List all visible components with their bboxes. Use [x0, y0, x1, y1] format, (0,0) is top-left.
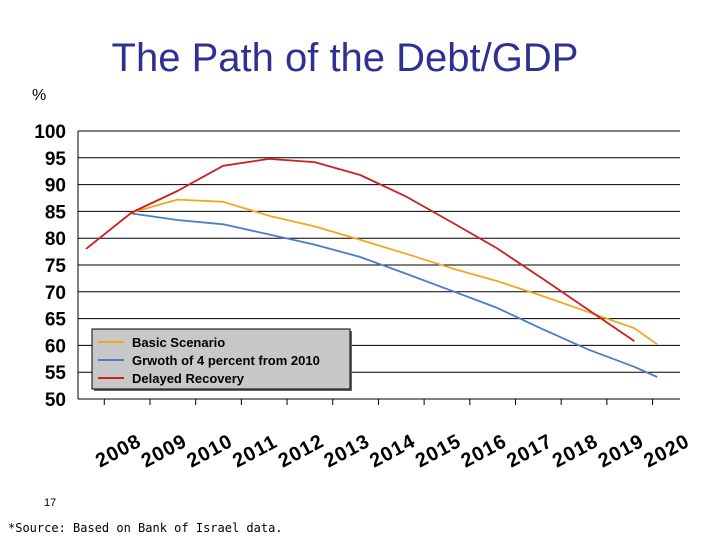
- series-line-1: [131, 198, 658, 346]
- y-tick-label: 80: [45, 229, 66, 250]
- y-tick-label: 95: [45, 149, 67, 170]
- y-tick-label: 90: [45, 176, 66, 197]
- x-tick-label: 2018: [549, 430, 602, 472]
- legend-box: [91, 328, 351, 390]
- y-tick-label: 60: [45, 336, 66, 357]
- legend-entry: Basic Scenario: [132, 335, 225, 350]
- y-tick-label: 100: [34, 122, 66, 143]
- y-unit-label: %: [32, 87, 47, 104]
- legend: Basic Scenario Grwoth of 4 percent from 2…: [91, 328, 352, 391]
- x-tick-label: 2017: [503, 430, 556, 472]
- x-tick-label: 2014: [366, 430, 419, 472]
- x-tick-label: 2015: [412, 430, 465, 472]
- x-tick-label: 2008: [92, 430, 145, 472]
- series-lines: [85, 157, 658, 378]
- legend-entry: Delayed Recovery: [132, 371, 245, 386]
- x-tick-label: 2011: [229, 431, 281, 473]
- x-tick-label: 2012: [275, 430, 328, 472]
- x-tick-label: 2010: [183, 430, 236, 472]
- slide-number: 17: [44, 497, 57, 509]
- legend-entry: Grwoth of 4 percent from 2010: [132, 353, 320, 368]
- x-tick-label: 2013: [320, 430, 373, 472]
- series-line-3: [85, 157, 635, 342]
- y-tick-label: 85: [45, 202, 67, 223]
- chart-title: The Path of the Debt/GDP: [111, 36, 579, 80]
- y-tick-label: 55: [45, 363, 67, 384]
- y-tick-label: 70: [45, 283, 66, 304]
- x-tick-label: 2016: [458, 430, 511, 472]
- series-line-2: [131, 212, 658, 378]
- x-tick-label: 2009: [138, 430, 191, 472]
- x-tick-label: 2020: [640, 430, 693, 472]
- y-axis-ticks: 100 95 90 85 80 75 70 65 60 55 50: [34, 122, 66, 411]
- x-axis-ticks: 2008200920102011201220132014201520162017…: [92, 399, 693, 472]
- y-tick-label: 50: [45, 390, 66, 411]
- source-note: *Source: Based on Bank of Israel data.: [8, 521, 283, 535]
- axes: [77, 131, 680, 400]
- y-tick-label: 75: [45, 256, 67, 277]
- y-tick-label: 65: [45, 310, 67, 331]
- x-tick-label: 2019: [595, 430, 648, 472]
